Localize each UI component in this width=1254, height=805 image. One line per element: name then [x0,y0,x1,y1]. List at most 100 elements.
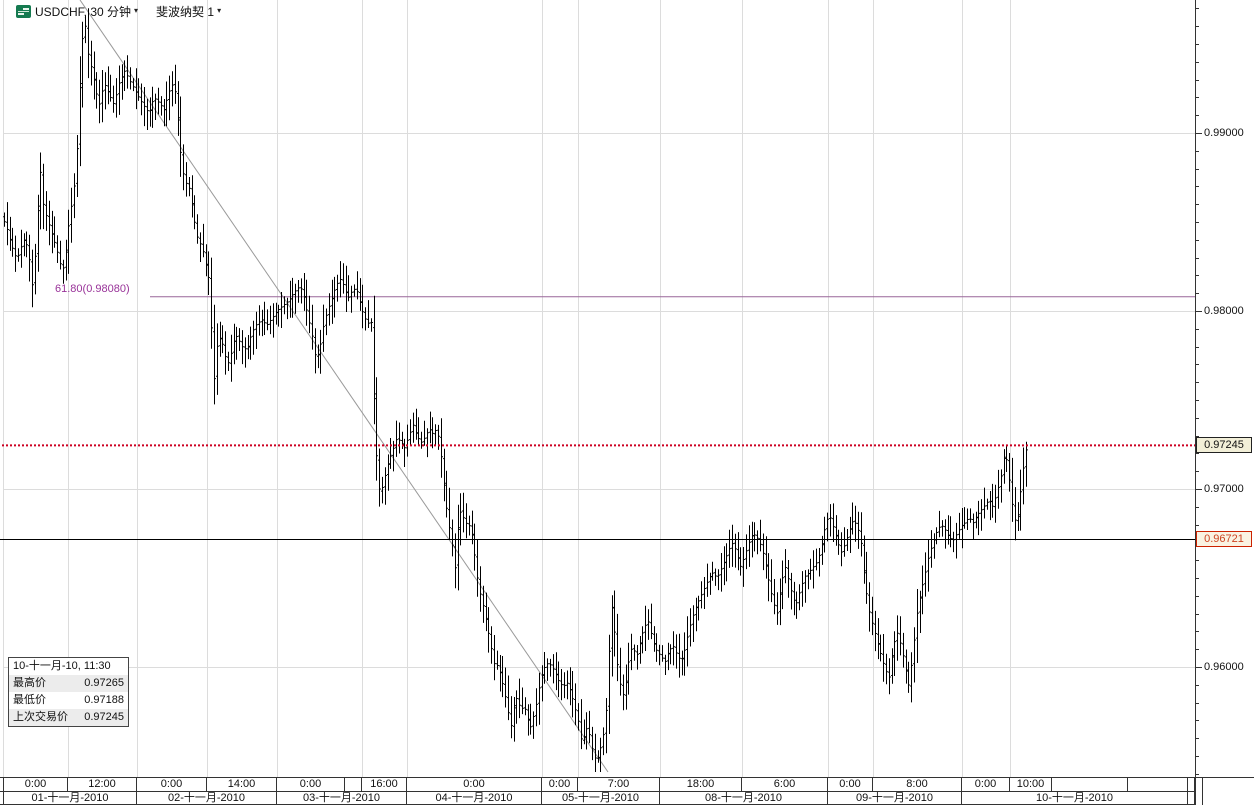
plot-area [0,0,1195,777]
grid-lines [3,0,1195,777]
price-minor-tick [1195,222,1199,223]
info-row-high: 最高价 0.97265 [9,675,128,692]
price-minor-tick [1195,169,1199,170]
price-minor-tick [1195,453,1199,454]
price-major-tick [1195,667,1202,668]
indicator-dropdown[interactable]: 斐波纳契 1 ▾ [156,3,221,20]
date-cell: 10-十一月-2010 [962,792,1188,805]
price-minor-tick [1195,649,1199,650]
price-minor-tick [1195,62,1199,63]
time-cell: 0:00 [3,778,68,791]
time-cell: 0:00 [137,778,207,791]
price-minor-tick [1195,507,1199,508]
chevron-down-icon: ▾ [217,6,222,15]
price-label: 0.98000 [1204,305,1244,317]
price-minor-tick [1195,258,1199,259]
time-axis[interactable]: 0:00 12:00 0:00 14:00 0:00 16:00 0:00 0:00 7:00 1… [0,777,1254,805]
chevron-down-icon: ▾ [134,6,139,15]
time-cell: 16:00 [362,778,407,791]
date-cell: 08-十一月-2010 [660,792,828,805]
trendline[interactable] [79,0,609,773]
price-minor-tick [1195,115,1199,116]
price-label: 0.96000 [1204,661,1244,673]
time-cell: 6:00 [742,778,828,791]
price-minor-tick [1195,418,1199,419]
price-minor-tick [1195,720,1199,721]
price-minor-tick [1195,774,1199,775]
time-cell [345,778,362,791]
price-minor-tick [1195,364,1199,365]
price-badge-last-price: 0.97245 [1196,437,1252,453]
price-minor-tick [1195,471,1199,472]
price-minor-tick [1195,151,1199,152]
fib-level-label[interactable]: 61.80(0.98080) [55,283,130,295]
time-cell [1128,778,1188,791]
indicator-label: 斐波纳契 1 [156,4,215,19]
date-cell [1188,792,1195,805]
time-cell: 14:00 [207,778,277,791]
date-cell: 09-十一月-2010 [828,792,962,805]
time-cell: 18:00 [660,778,742,791]
time-cell: 0:00 [542,778,578,791]
date-cell: 02-十一月-2010 [137,792,277,805]
info-low-label: 最低价 [13,694,46,706]
ohlc-bars [3,8,1028,772]
time-cell: 0:00 [407,778,542,791]
time-cell: 7:00 [578,778,660,791]
price-minor-tick [1195,614,1199,615]
date-cell: 03-十一月-2010 [277,792,407,805]
price-minor-tick [1195,685,1199,686]
info-row-last: 上次交易价 0.97245 [9,709,128,726]
price-minor-tick [1195,560,1199,561]
info-high-label: 最高价 [13,677,46,689]
time-cell [1188,778,1195,791]
time-cell: 0:00 [828,778,873,791]
price-minor-tick [1195,80,1199,81]
time-cell: 12:00 [68,778,137,791]
price-badge-alert-level: 0.96721 [1196,531,1252,547]
price-label: 0.99000 [1204,127,1244,139]
price-minor-tick [1195,756,1199,757]
price-minor-tick [1195,275,1199,276]
time-cell: 0:00 [277,778,345,791]
price-minor-tick [1195,26,1199,27]
price-minor-tick [1195,578,1199,579]
date-cell: 04-十一月-2010 [407,792,542,805]
price-minor-tick [1195,400,1199,401]
price-major-tick [1195,133,1202,134]
price-axis[interactable]: 0.99000 0.98000 0.97000 0.96000 0.97245 0.967… [1195,0,1254,777]
price-minor-tick [1195,703,1199,704]
info-datetime: 10-十一月-10, 11:30 [9,658,128,675]
instrument-icon [16,4,31,18]
price-label: 0.97000 [1204,483,1244,495]
date-cell: 05-十一月-2010 [542,792,660,805]
price-minor-tick [1195,186,1199,187]
axis-corner [1202,778,1254,805]
info-last-label: 上次交易价 [13,711,68,723]
price-minor-tick [1195,382,1199,383]
info-datetime-text: 10-十一月-10, 11:30 [13,660,111,672]
info-last-value: 0.97245 [84,711,124,723]
info-high-value: 0.97265 [84,677,124,689]
symbol-timeframe-dropdown[interactable]: USDCHF, 30 分钟 ▾ [35,3,138,20]
price-minor-tick [1195,240,1199,241]
price-minor-tick [1195,347,1199,348]
price-minor-tick [1195,631,1199,632]
date-cell: 01-十一月-2010 [3,792,137,805]
price-minor-tick [1195,97,1199,98]
time-cell: 8:00 [873,778,962,791]
ohlc-info-box: 10-十一月-10, 11:30 最高价 0.97265 最低价 0.97188… [8,657,129,727]
time-cell: 10:00 [1010,778,1052,791]
price-minor-tick [1195,738,1199,739]
info-low-value: 0.97188 [84,694,124,706]
price-minor-tick [1195,44,1199,45]
info-row-low: 最低价 0.97188 [9,692,128,709]
price-major-tick [1195,311,1202,312]
price-major-tick [1195,489,1202,490]
time-cell [1052,778,1128,791]
price-minor-tick [1195,293,1199,294]
time-cell: 0:00 [962,778,1010,791]
price-minor-tick [1195,329,1199,330]
symbol-timeframe-label: USDCHF, 30 分钟 [35,4,132,19]
